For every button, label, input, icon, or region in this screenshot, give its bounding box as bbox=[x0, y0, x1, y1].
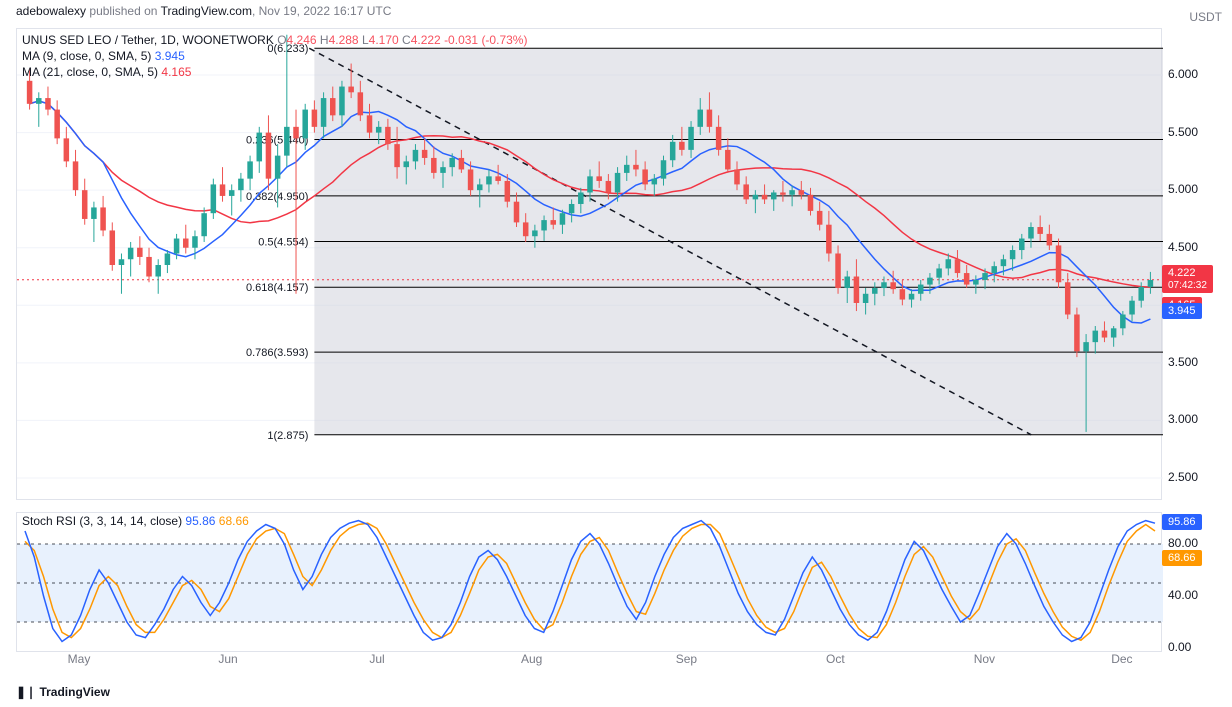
price-chart-svg: 0(6.233)0.236(5.440)0.382(4.950)0.5(4.55… bbox=[17, 29, 1163, 501]
oscillator-pane[interactable] bbox=[16, 512, 1162, 652]
oscillator-svg bbox=[17, 513, 1163, 653]
oscillator-legend: Stoch RSI (3, 3, 14, 14, close) 95.86 68… bbox=[22, 514, 249, 528]
chart-icon: ❚❘ bbox=[16, 685, 36, 699]
chart-legend: UNUS SED LEO / Tether, 1D, WOONETWORK O4… bbox=[22, 32, 527, 80]
svg-text:0.786(3.593): 0.786(3.593) bbox=[246, 347, 308, 359]
svg-text:1(2.875): 1(2.875) bbox=[267, 430, 308, 442]
tradingview-logo: ❚❘ TradingView bbox=[16, 685, 110, 699]
svg-text:0.618(4.157): 0.618(4.157) bbox=[246, 282, 308, 294]
price-axis: USDT 2.5003.0003.5004.0004.5005.0005.500… bbox=[1162, 28, 1232, 500]
svg-text:0.5(4.554): 0.5(4.554) bbox=[258, 237, 308, 249]
price-chart-pane[interactable]: 0(6.233)0.236(5.440)0.382(4.950)0.5(4.55… bbox=[16, 28, 1162, 500]
author: adebowalexy bbox=[16, 4, 86, 18]
oscillator-axis: 0.0040.0080.0095.8668.66 bbox=[1162, 512, 1232, 652]
publish-info: adebowalexy published on TradingView.com… bbox=[16, 4, 391, 18]
time-axis: MayJunJulAugSepOctNovDec bbox=[16, 652, 1162, 672]
price-axis-label: USDT bbox=[1189, 10, 1222, 24]
